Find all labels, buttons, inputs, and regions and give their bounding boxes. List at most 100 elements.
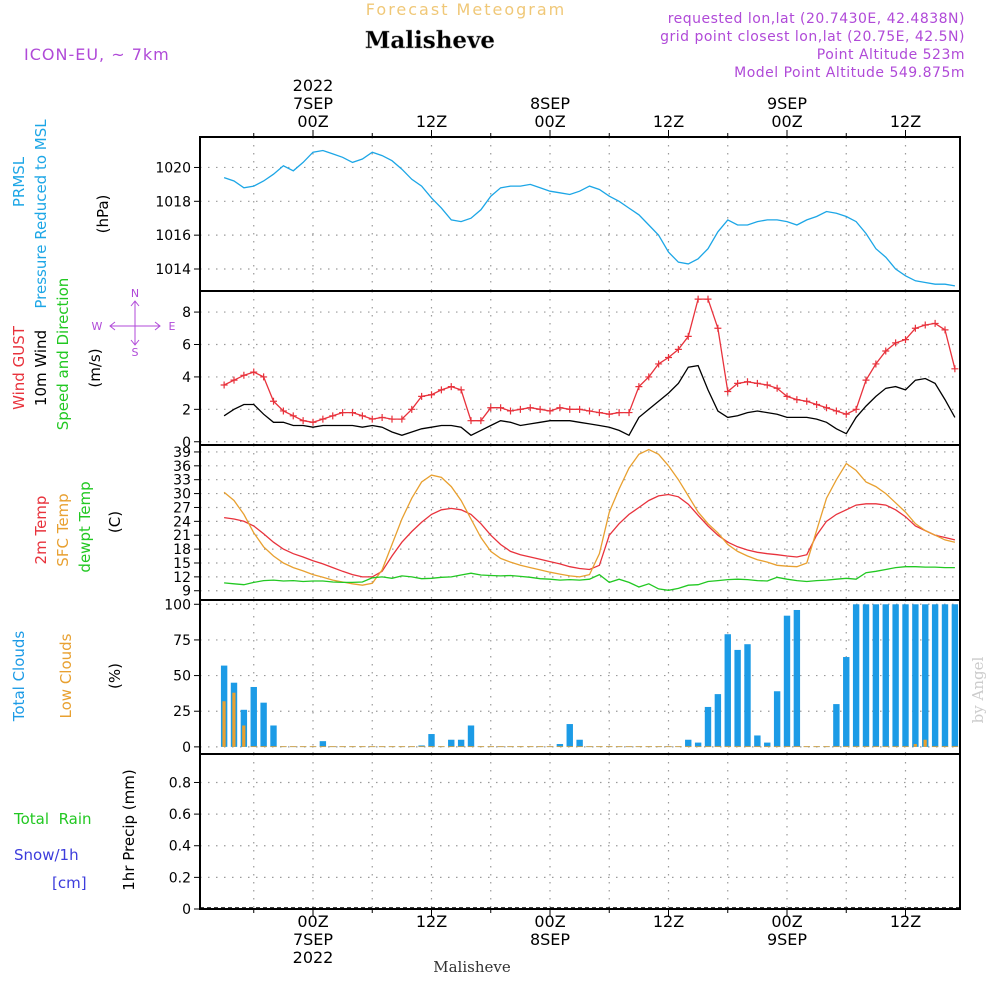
gust-point — [862, 376, 870, 384]
pressure-unit: (hPa) — [94, 195, 112, 234]
bar-zero — [882, 746, 889, 748]
location-title: Malisheve — [365, 27, 495, 54]
panel-2-tick-label: 4 — [182, 370, 191, 386]
panel-1-tick-label: 1014 — [155, 262, 191, 278]
panel-2-tick-label: 6 — [182, 337, 191, 353]
panel-5-tick-label: 0.6 — [169, 807, 191, 823]
bar-zero — [517, 746, 524, 748]
panel-4-tick-label: 50 — [173, 669, 191, 685]
bar-zero — [388, 746, 396, 748]
panel-4-tick-label: 0 — [182, 740, 191, 756]
bar-total-clouds — [783, 615, 791, 747]
wind-direction-label: Speed and Direction — [54, 278, 72, 431]
gust-point — [526, 404, 534, 412]
time-label: 8SEP — [530, 94, 570, 113]
panel-3-tick-label: 18 — [173, 542, 191, 558]
time-label: 12Z — [653, 912, 684, 931]
gust-point — [507, 407, 514, 415]
bar-zero — [823, 746, 830, 748]
gust-point — [467, 417, 475, 425]
compass-w: W — [92, 320, 103, 333]
model-altitude: Model Point Altitude 549.875m — [734, 65, 965, 81]
gust-point — [240, 371, 248, 379]
bar-total-clouds — [882, 604, 889, 747]
gust-point — [279, 407, 287, 415]
bar-total-clouds — [685, 739, 692, 747]
bar-zero — [941, 746, 949, 748]
pressure-label-2: Pressure Reduced to MSL — [32, 119, 50, 309]
bar-total-clouds — [566, 724, 573, 747]
bar-zero — [329, 746, 336, 748]
gust-point — [299, 417, 307, 425]
bar-zero — [615, 746, 623, 748]
axes-layer: 1014101610181020024689121518212427303336… — [155, 76, 961, 967]
gust-point — [516, 405, 524, 413]
gust-point — [260, 373, 268, 381]
bar-total-clouds — [931, 604, 939, 747]
gust-point — [586, 407, 593, 415]
bar-low-clouds — [232, 692, 236, 747]
precip-panel-labels: Total Rain Snow/1h [cm] 1hr Precip (mm) — [13, 769, 138, 892]
bar-zero — [408, 746, 415, 748]
panel-3-tick-label: 39 — [173, 445, 191, 461]
panel-3-tick-label: 9 — [182, 584, 191, 600]
bar-zero — [349, 746, 356, 748]
bar-zero — [250, 746, 257, 748]
panel-4-tick-label: 25 — [173, 704, 191, 720]
time-label: 12Z — [653, 112, 684, 131]
gust-point — [625, 409, 633, 417]
panel-1-tick-label: 1018 — [155, 194, 191, 210]
series-prmsl — [223, 149, 956, 287]
bar-total-clouds — [773, 691, 781, 747]
gust-point — [684, 332, 692, 340]
bar-zero — [428, 746, 435, 748]
bar-zero — [862, 746, 870, 748]
gust-point — [487, 404, 495, 412]
bar-zero — [596, 746, 603, 748]
bar-total-clouds — [576, 739, 583, 747]
gust-point — [536, 405, 544, 413]
gust-point — [911, 324, 919, 332]
bar-total-clouds — [922, 604, 929, 747]
panel-5-tick-label: 0 — [182, 902, 191, 918]
temp-panel-labels: 2m Temp SFC Temp dewpt Temp (C) — [32, 481, 124, 572]
total-clouds-label: Total Clouds — [10, 631, 28, 723]
gust-point — [289, 412, 297, 420]
requested-coords: requested lon,lat (20.7430E, 42.4838N) — [668, 11, 965, 27]
clouds-unit: (%) — [106, 663, 124, 689]
bar-total-clouds — [260, 702, 267, 747]
bar-zero — [744, 746, 751, 748]
panel-2-tick-label: 8 — [182, 305, 191, 321]
time-label: 9SEP — [767, 94, 807, 113]
bar-total-clouds — [250, 686, 257, 747]
bar-zero — [773, 746, 781, 748]
pressure-panel-labels: PRMSL Pressure Reduced to MSL (hPa) — [10, 119, 112, 309]
bar-total-clouds — [892, 604, 899, 747]
dew-label: dewpt Temp — [76, 481, 94, 572]
panel-1-tick-label: 1016 — [155, 228, 191, 244]
bar-zero — [448, 746, 455, 748]
gust-point — [773, 384, 781, 392]
time-label: 00Z — [771, 912, 802, 931]
bar-total-clouds — [793, 609, 801, 747]
bar-total-clouds — [852, 604, 860, 747]
bar-total-clouds — [694, 742, 702, 747]
time-label: 7SEP — [293, 930, 333, 949]
bar-zero — [694, 746, 702, 748]
wind-label: 10m Wind — [32, 330, 50, 406]
series-sfc-temp — [223, 448, 956, 586]
bar-zero — [467, 746, 475, 748]
bar-zero — [359, 746, 366, 748]
point-altitude: Point Altitude 523m — [817, 47, 965, 63]
panel-3-tick-label: 33 — [173, 473, 191, 489]
gust-point — [368, 415, 376, 423]
bar-zero — [951, 746, 959, 748]
gust-point — [655, 360, 663, 368]
bar-total-clouds — [714, 694, 722, 747]
gust-point — [941, 326, 949, 334]
gust-point — [832, 407, 840, 415]
bar-zero — [852, 746, 860, 748]
gust-point — [408, 405, 416, 413]
series-10m-wind — [223, 364, 956, 437]
bar-zero — [536, 746, 544, 748]
